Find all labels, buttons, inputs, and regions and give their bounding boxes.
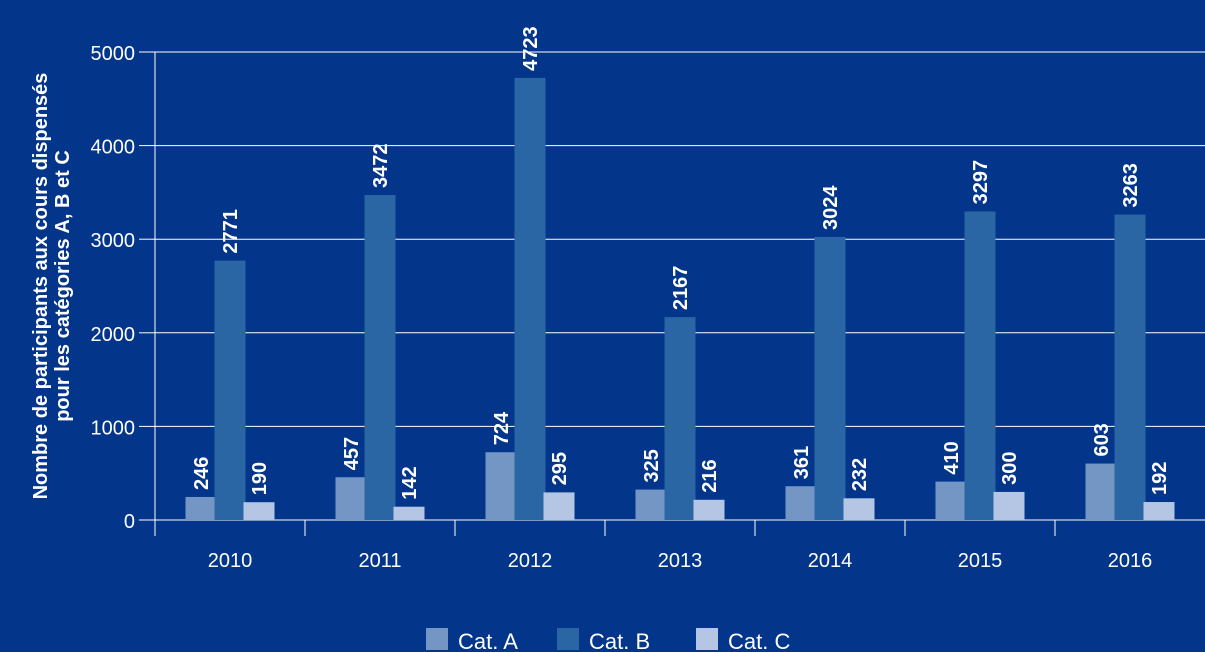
data-label-cat-a-2013: 325 xyxy=(641,449,663,482)
y-axis-title: Nombre de participants aux cours dispens… xyxy=(30,73,74,500)
legend-label-cat-a: Cat. A xyxy=(458,629,518,652)
legend-swatch-cat-a xyxy=(426,628,448,650)
y-tick-label-0: 0 xyxy=(124,511,135,533)
data-label-cat-c-2011: 142 xyxy=(399,466,421,499)
bar-cat-a-2011 xyxy=(335,477,367,520)
data-label-cat-b-2010: 2771 xyxy=(220,209,242,254)
bar-cat-b-2013 xyxy=(664,317,696,520)
bar-cat-a-2012 xyxy=(485,452,517,520)
bar-cat-b-2012 xyxy=(514,77,546,521)
bar-cat-b-2011 xyxy=(364,195,396,520)
y-tick-label-5000: 5000 xyxy=(91,43,136,65)
data-labels: 246 2771 190 457 3472 142 724 4723 295 325 2167 216… xyxy=(191,26,1171,499)
x-tick-label-2015: 2015 xyxy=(958,550,1003,572)
x-tick-label-2010: 2010 xyxy=(208,550,253,572)
data-label-cat-b-2012: 4723 xyxy=(520,26,542,71)
data-label-cat-a-2012: 724 xyxy=(491,411,513,445)
bar-cat-a-2013 xyxy=(635,489,667,520)
data-label-cat-c-2012: 295 xyxy=(549,452,571,485)
x-tick-label-2014: 2014 xyxy=(808,550,853,572)
bar-cat-c-2010 xyxy=(243,502,275,520)
legend-swatch-cat-c xyxy=(696,628,718,650)
data-label-cat-a-2014: 361 xyxy=(791,446,813,479)
legend-swatch-cat-b xyxy=(557,628,579,650)
bar-cat-c-2015 xyxy=(993,491,1025,520)
y-axis-title-line-2: pour les catégories A, B et C xyxy=(52,150,74,422)
x-tick-label-2013: 2013 xyxy=(658,550,703,572)
axes: 0 1000 2000 3000 4000 5000 2010 2011 2012 2013 201… xyxy=(91,43,1205,572)
bar-cat-a-2015 xyxy=(935,481,967,520)
data-label-cat-b-2016: 3263 xyxy=(1120,163,1142,208)
bar-cat-b-2014 xyxy=(814,236,846,520)
y-tick-label-1000: 1000 xyxy=(91,417,136,439)
y-tick-label-4000: 4000 xyxy=(91,137,136,159)
y-tick-label-3000: 3000 xyxy=(91,230,136,252)
bar-cat-a-2014 xyxy=(785,486,817,520)
bar-cat-c-2016 xyxy=(1143,502,1175,520)
data-label-cat-a-2015: 410 xyxy=(941,441,963,474)
data-label-cat-c-2016: 192 xyxy=(1149,462,1171,495)
data-label-cat-c-2015: 300 xyxy=(999,452,1021,485)
y-tick-label-2000: 2000 xyxy=(91,324,136,346)
data-label-cat-c-2014: 232 xyxy=(849,458,871,491)
y-axis-title-line-1: Nombre de participants aux cours dispens… xyxy=(30,73,52,500)
bar-cat-c-2011 xyxy=(393,506,425,520)
bar-cat-b-2016 xyxy=(1114,214,1146,521)
x-tick-label-2011: 2011 xyxy=(358,550,401,572)
legend-label-cat-c: Cat. C xyxy=(728,629,790,652)
bar-cat-c-2013 xyxy=(693,499,725,520)
data-label-cat-b-2015: 3297 xyxy=(970,160,992,205)
gridlines xyxy=(155,51,1205,427)
data-label-cat-a-2010: 246 xyxy=(191,457,213,490)
data-label-cat-c-2010: 190 xyxy=(249,462,271,495)
data-label-cat-a-2011: 457 xyxy=(341,437,363,470)
bar-cat-c-2012 xyxy=(543,492,575,520)
legend: Cat. A Cat. B Cat. C xyxy=(426,628,790,652)
bar-cat-b-2010 xyxy=(214,260,246,520)
x-tick-label-2016: 2016 xyxy=(1108,550,1153,572)
bar-cat-c-2014 xyxy=(843,498,875,520)
legend-label-cat-b: Cat. B xyxy=(589,629,650,652)
bar-cat-a-2010 xyxy=(185,496,217,520)
data-label-cat-b-2011: 3472 xyxy=(370,144,392,189)
x-tick-label-2012: 2012 xyxy=(508,550,553,572)
data-label-cat-b-2014: 3024 xyxy=(820,185,842,230)
data-label-cat-b-2013: 2167 xyxy=(670,266,692,311)
bar-cat-b-2015 xyxy=(964,211,996,520)
data-label-cat-a-2016: 603 xyxy=(1091,423,1113,456)
data-label-cat-c-2013: 216 xyxy=(699,459,721,492)
bar-cat-a-2016 xyxy=(1085,463,1117,520)
bars xyxy=(185,77,1175,521)
